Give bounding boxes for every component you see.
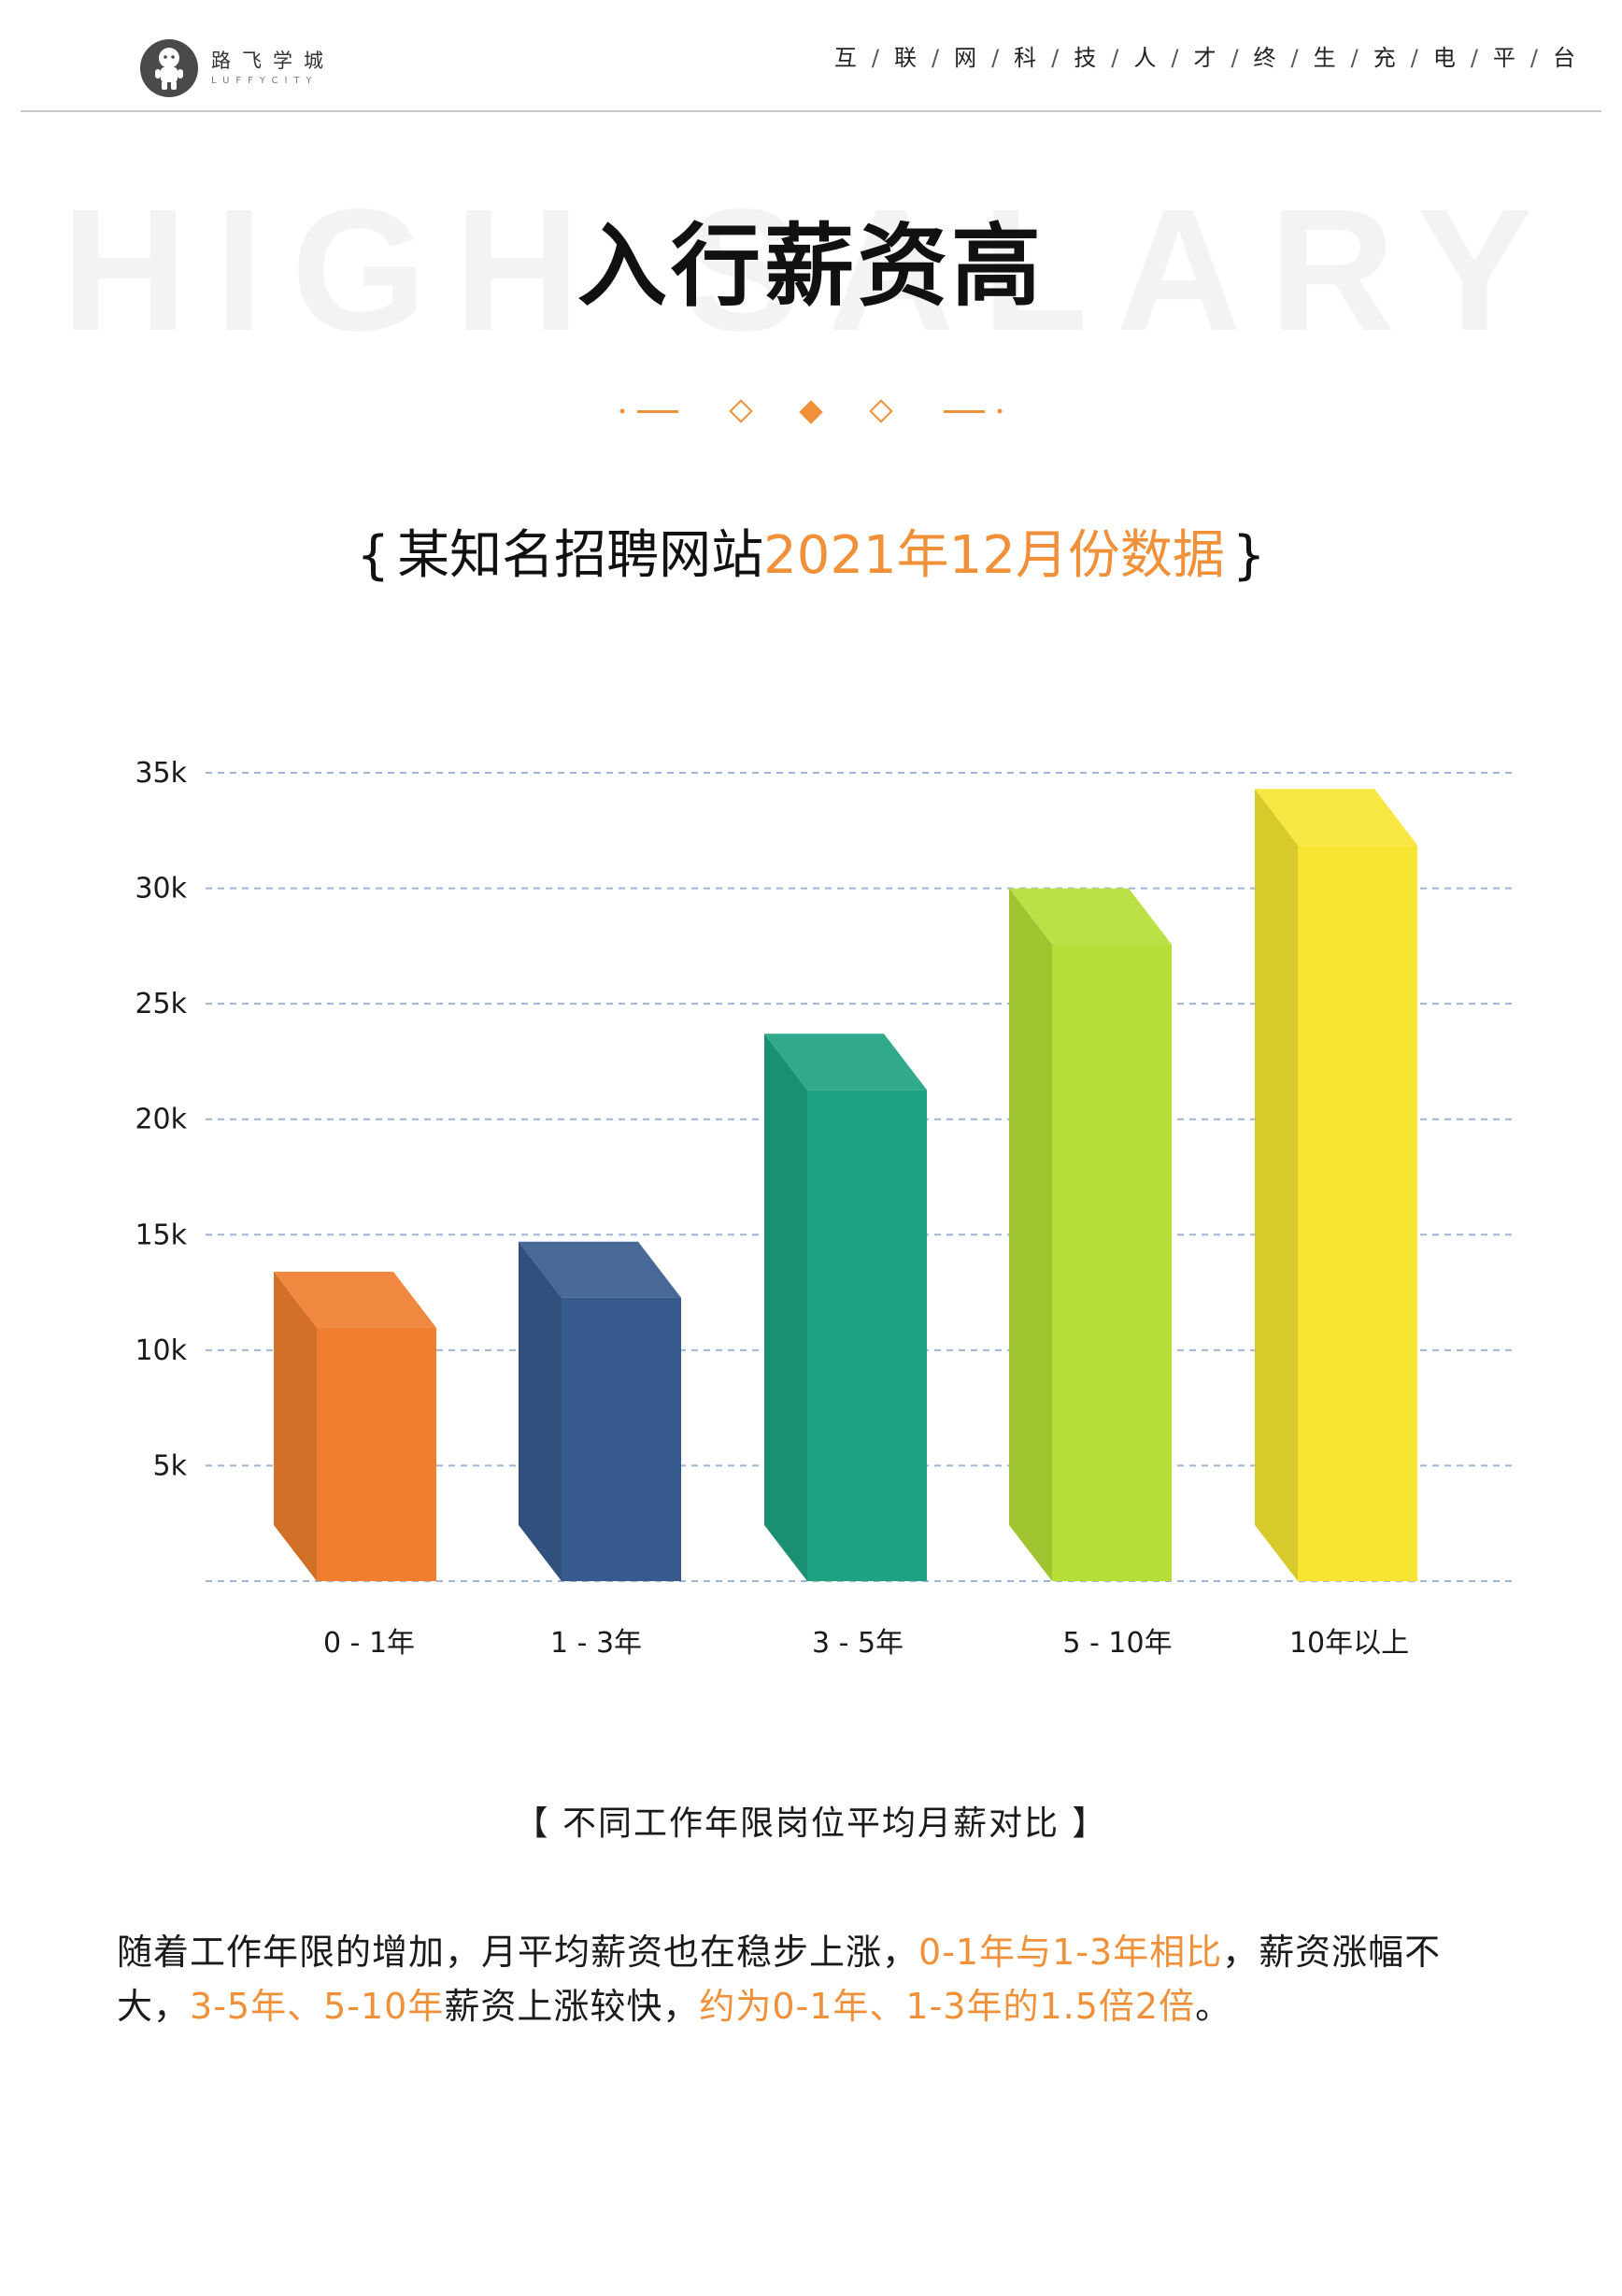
y-tick-label: 5k bbox=[153, 1449, 188, 1482]
x-tick-label: 1 - 3年 bbox=[550, 1627, 642, 1660]
logo-mascot-icon bbox=[140, 39, 198, 97]
slogan-separator: / bbox=[991, 45, 1002, 71]
slogan-char: 科 bbox=[1014, 45, 1039, 71]
bar-side bbox=[1255, 789, 1298, 1581]
y-tick-label: 15k bbox=[135, 1219, 187, 1251]
slogan-char: 才 bbox=[1193, 45, 1218, 71]
ornament-diamond-outline-left bbox=[729, 399, 753, 423]
y-tick-label: 25k bbox=[135, 988, 187, 1020]
slogan-char: 生 bbox=[1313, 45, 1338, 71]
chart-subtitle: {某知名招聘网站2021年12月份数据} bbox=[0, 519, 1622, 593]
chart-caption: 【 不同工作年限岗位平均月薪对比 】 bbox=[514, 1804, 1108, 1843]
ornament-diamond-filled bbox=[799, 400, 823, 424]
slogan-char: 电 bbox=[1432, 45, 1458, 71]
ornament-dash-right bbox=[944, 410, 985, 413]
paragraph-text: ，薪资涨幅不大， bbox=[117, 1932, 1442, 2027]
highlight-text: 3-5年、5-10年 bbox=[190, 1986, 445, 2027]
slogan-separator: / bbox=[1530, 45, 1540, 71]
header-divider bbox=[21, 110, 1601, 112]
slogan-separator: / bbox=[1470, 45, 1480, 71]
page-header: 路飞学城 LUFFYCITY 互 / 联 / 网 / 科 / 技 / 人 / 才 / 终 / 生 / 充 / 电 / 平 / 台 bbox=[0, 0, 1622, 112]
title-ornament bbox=[619, 399, 1003, 424]
y-tick-label: 10k bbox=[135, 1334, 187, 1367]
slogan-char: 台 bbox=[1553, 45, 1577, 71]
title-watermark: HIGH SALARY bbox=[61, 174, 1561, 367]
bar bbox=[562, 1297, 681, 1581]
bar-top bbox=[1009, 888, 1172, 945]
y-tick-label: 20k bbox=[135, 1104, 187, 1136]
paragraph-text: 薪资上涨较快， bbox=[444, 1986, 700, 2027]
highlight-text: 0-1年与1-3年相比 bbox=[918, 1932, 1223, 1973]
subtitle-brace-open: { bbox=[356, 525, 391, 586]
slogan-char: 联 bbox=[893, 45, 918, 71]
slogan-separator: / bbox=[1111, 45, 1121, 71]
slogan-char: 人 bbox=[1133, 45, 1159, 71]
brand-logo[interactable]: 路飞学城 LUFFYCITY bbox=[140, 39, 334, 97]
bar-top bbox=[274, 1271, 436, 1328]
bar-top bbox=[1255, 789, 1417, 846]
ornament-dot-right bbox=[997, 408, 1003, 414]
slogan-separator: / bbox=[1231, 45, 1241, 71]
slogan: 互 / 联 / 网 / 科 / 技 / 人 / 才 / 终 / 生 / 充 / 电 / 平 / 台 bbox=[834, 39, 1577, 72]
bar bbox=[1052, 944, 1172, 1581]
x-tick-label: 3 - 5年 bbox=[812, 1627, 903, 1660]
slogan-separator: / bbox=[871, 45, 881, 71]
slogan-separator: / bbox=[1290, 45, 1301, 71]
summary-paragraph: 随着工作年限的增加，月平均薪资也在稳步上涨，0-1年与1-3年相比，薪资涨幅不大… bbox=[117, 1925, 1500, 2033]
bar-side bbox=[274, 1271, 317, 1581]
slogan-separator: / bbox=[1410, 45, 1420, 71]
title-block: HIGH SALARY 入行薪资高 bbox=[0, 178, 1622, 364]
x-tick-label: 0 - 1年 bbox=[323, 1627, 415, 1660]
slogan-separator: / bbox=[1171, 45, 1181, 71]
subtitle-date: 2021年12月份数据 bbox=[763, 525, 1225, 586]
slogan-char: 平 bbox=[1492, 45, 1517, 71]
slogan-char: 网 bbox=[954, 45, 979, 71]
slogan-separator: / bbox=[1350, 45, 1360, 71]
brand-name: 路飞学城 LUFFYCITY bbox=[211, 49, 334, 88]
x-tick-label: 10年以上 bbox=[1289, 1627, 1409, 1660]
bar-top bbox=[764, 1034, 927, 1091]
bar-side bbox=[519, 1241, 562, 1581]
slogan-char: 技 bbox=[1074, 45, 1099, 71]
subtitle-source: 某知名招聘网站 bbox=[397, 525, 764, 586]
x-tick-label: 5 - 10年 bbox=[1062, 1627, 1172, 1660]
paragraph-text: 随着工作年限的增加，月平均薪资也在稳步上涨， bbox=[117, 1932, 919, 1973]
bar bbox=[807, 1090, 927, 1581]
bar-side bbox=[764, 1034, 807, 1581]
slogan-char: 终 bbox=[1253, 45, 1278, 71]
slogan-separator: / bbox=[1051, 45, 1061, 71]
slogan-char: 充 bbox=[1373, 45, 1398, 71]
slogan-char: 互 bbox=[833, 45, 859, 71]
ornament-dot-left bbox=[619, 408, 625, 414]
brand-name-en: LUFFYCITY bbox=[211, 76, 319, 86]
subtitle-brace-close: } bbox=[1231, 525, 1266, 586]
paragraph-text: 。 bbox=[1195, 1986, 1232, 2027]
bar-side bbox=[1009, 888, 1052, 1581]
y-tick-label: 35k bbox=[135, 757, 187, 790]
ornament-dash-left bbox=[637, 410, 678, 413]
page-title: 入行薪资高 bbox=[577, 214, 1045, 319]
ornament-diamond-outline-right bbox=[869, 399, 893, 423]
bar-top bbox=[519, 1241, 681, 1298]
highlight-text: 约为0-1年、1-3年的1.5倍2倍 bbox=[699, 1986, 1196, 2027]
bar bbox=[1298, 845, 1417, 1581]
slogan-separator: / bbox=[931, 45, 942, 71]
bar bbox=[317, 1327, 436, 1581]
salary-bar-chart: 5k 10k 15k 20k 25k 30k 35k 0 - 1年 1 - 3年 3 - 5年 5 … bbox=[135, 757, 1514, 1660]
y-tick-label: 30k bbox=[135, 873, 187, 906]
brand-name-cn: 路飞学城 bbox=[211, 50, 334, 72]
